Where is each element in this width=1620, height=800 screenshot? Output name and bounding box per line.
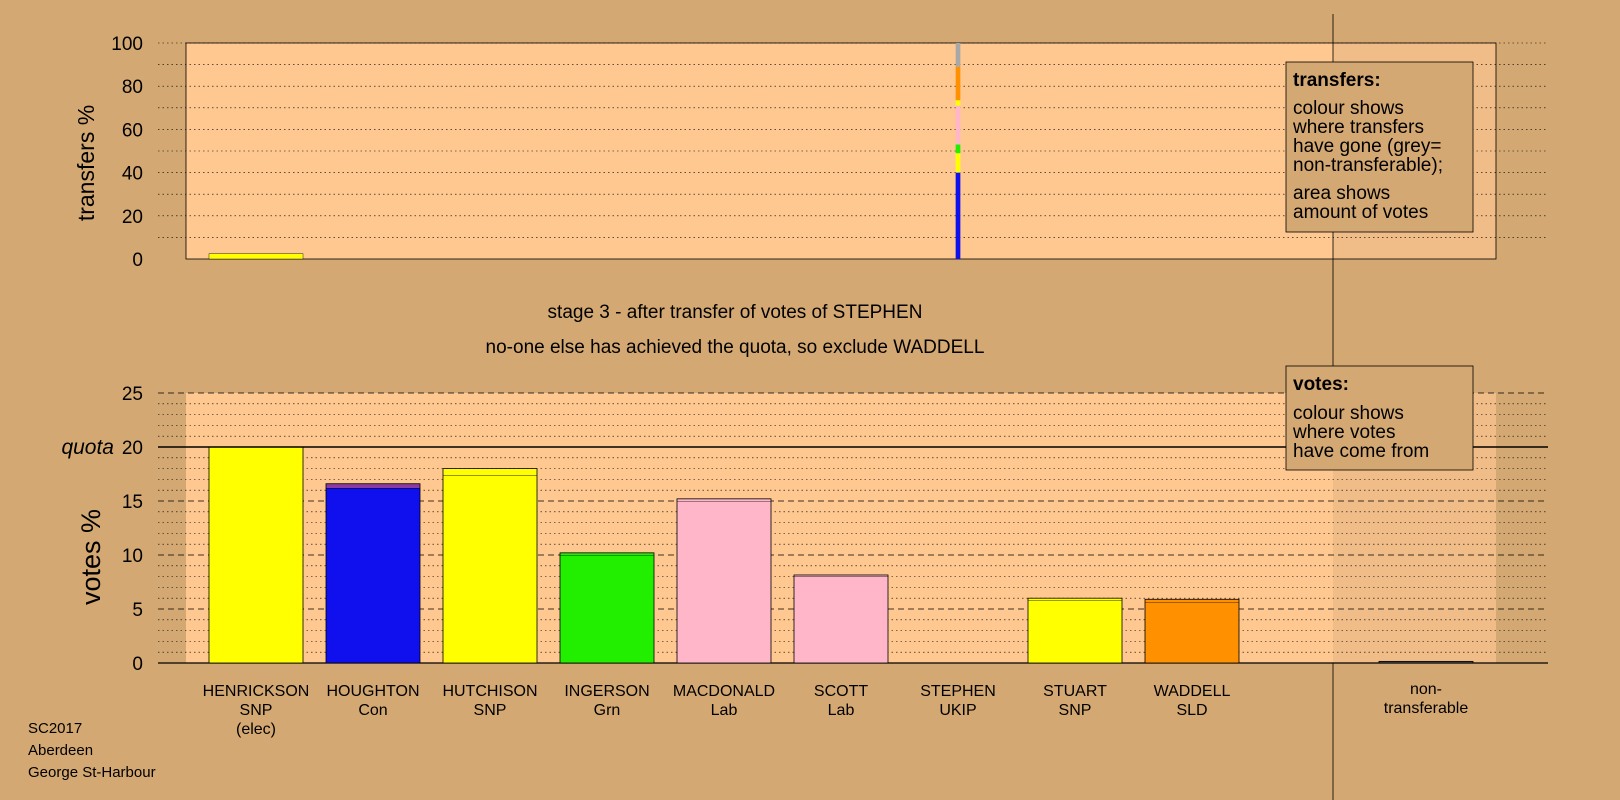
- vote-segment-stuart: [1028, 598, 1122, 601]
- quota-label: quota: [61, 436, 114, 459]
- vote-bar-outline-waddell: [1144, 598, 1240, 664]
- votes-panel: 0 5 10 15 20 25 HENRICKSON SNP (elec) HOUGHTON Co…: [61, 384, 1548, 738]
- vote-bar-outline-hutchison: [442, 468, 538, 664]
- transfers-legend-line-2: where transfers: [1292, 117, 1424, 138]
- transfers-plot-area: [185, 42, 1497, 260]
- transfers-legend-title: transfers:: [1293, 70, 1381, 91]
- vote-bar-outline-macdonald: [676, 498, 772, 664]
- candidate-party-macdonald: Lab: [711, 702, 738, 719]
- votes-x-category-labels: HENRICKSON SNP (elec) HOUGHTON Con HUTCHISON S…: [203, 681, 1469, 738]
- footer-election: SC2017: [28, 720, 82, 737]
- candidate-party-ingerson: Grn: [594, 702, 621, 719]
- candidate-name-stuart: STUART: [1043, 683, 1107, 700]
- vote-segment-hutchison: [443, 468, 537, 476]
- transfers-y-tick: 0: [132, 250, 143, 271]
- vote-segment-hutchison: [443, 475, 537, 663]
- votes-y-tick: 5: [132, 600, 143, 621]
- candidate-name-ingerson: INGERSON: [564, 683, 649, 700]
- candidate-party-scott: Lab: [828, 702, 855, 719]
- transfer-segment-stephen: [955, 153, 961, 173]
- candidate-party-stuart: SNP: [1059, 702, 1092, 719]
- transfers-bars: [208, 43, 961, 260]
- transfers-y-tick: 100: [111, 34, 143, 55]
- transfer-segment-stephen: [955, 105, 961, 145]
- vote-segment-macdonald: [677, 501, 771, 663]
- votes-legend-line-3: have come from: [1293, 441, 1429, 462]
- transfer-segment-henrickson: [208, 253, 304, 260]
- candidate-party-houghton: Con: [358, 702, 387, 719]
- candidate-name-hutchison: HUTCHISON: [442, 683, 537, 700]
- transfers-legend-line-4: non-transferable);: [1293, 155, 1443, 176]
- transfers-y-tick: 20: [122, 207, 143, 228]
- vote-segment-scott: [794, 576, 888, 663]
- vote-segment-waddell: [1145, 599, 1239, 603]
- nontransferable-label-line-2: transferable: [1384, 700, 1469, 717]
- candidate-name-macdonald: MACDONALD: [673, 683, 775, 700]
- candidate-party-henrickson: SNP: [240, 702, 273, 719]
- transfers-legend-line-1: colour shows: [1293, 98, 1404, 119]
- votes-y-tick: 25: [122, 384, 143, 405]
- footer-council: Aberdeen: [28, 742, 93, 759]
- transfer-segment-stephen: [955, 144, 961, 154]
- vote-segment-waddell: [1145, 602, 1239, 663]
- candidate-name-scott: SCOTT: [814, 683, 868, 700]
- candidate-party-hutchison: SNP: [474, 702, 507, 719]
- candidate-name-henrickson: HENRICKSON: [203, 683, 310, 700]
- candidate-note-henrickson: (elec): [236, 721, 276, 738]
- votes-y-tick: 15: [122, 492, 143, 513]
- vote-bar-outline-stuart: [1027, 597, 1123, 664]
- candidate-name-stephen: STEPHEN: [920, 683, 996, 700]
- footer-ward: George St-Harbour: [28, 764, 156, 781]
- votes-legend-line-2: where votes: [1292, 422, 1395, 443]
- transfers-y-tick: 60: [122, 120, 143, 141]
- vote-segment-scott: [794, 574, 888, 577]
- stage-heading: stage 3 - after transfer of votes of STE…: [548, 302, 923, 323]
- transfers-legend-line-5: area shows: [1293, 183, 1390, 204]
- transfers-y-axis-label: transfers %: [73, 105, 99, 221]
- action-heading: no-one else has achieved the quota, so e…: [486, 337, 985, 358]
- transfer-segment-stephen: [955, 172, 961, 259]
- vote-segment-macdonald: [677, 498, 771, 501]
- votes-legend: votes: colour shows where votes have com…: [1285, 365, 1474, 471]
- vote-segment-houghton: [326, 483, 420, 489]
- votes-legend-title: votes:: [1293, 374, 1349, 395]
- votes-y-tick: 20: [122, 438, 143, 459]
- candidate-name-houghton: HOUGHTON: [326, 683, 419, 700]
- transfers-legend: transfers: colour shows where transfers …: [1285, 61, 1474, 233]
- candidate-name-waddell: WADDELL: [1154, 683, 1231, 700]
- votes-bars: [208, 446, 1474, 664]
- vote-bar-outline-houghton: [325, 483, 421, 664]
- votes-y-tick-labels: 0 5 10 15 20 25: [122, 384, 143, 675]
- vote-segment-ingerson: [560, 555, 654, 663]
- votes-y-tick: 0: [132, 654, 143, 675]
- vote-segment-henrickson: [209, 447, 303, 663]
- votes-legend-box: [1285, 365, 1474, 471]
- votes-y-axis-label: votes %: [76, 509, 106, 605]
- nontransferable-label-line-1: non-: [1410, 681, 1442, 698]
- transfer-segment-stephen: [955, 66, 961, 101]
- vote-segment-ingerson: [560, 552, 654, 555]
- transfer-segment-stephen: [955, 43, 961, 67]
- transfers-y-tick: 80: [122, 77, 143, 98]
- vote-bar-outline-scott: [793, 574, 889, 664]
- vote-segment-houghton: [326, 488, 420, 663]
- transfers-y-tick: 40: [122, 164, 143, 185]
- transfer-segment-stephen: [955, 100, 961, 106]
- candidate-party-waddell: SLD: [1176, 702, 1207, 719]
- votes-y-tick: 10: [122, 546, 143, 567]
- transfers-legend-line-3: have gone (grey=: [1293, 136, 1441, 157]
- nontransferable-bar: [1378, 660, 1474, 664]
- vote-segment-stuart: [1028, 600, 1122, 663]
- transfers-y-tick-labels: 0 20 40 60 80 100: [111, 34, 143, 271]
- transfers-legend-line-6: amount of votes: [1293, 202, 1428, 223]
- votes-legend-line-1: colour shows: [1293, 403, 1404, 424]
- candidate-party-stephen: UKIP: [939, 702, 976, 719]
- transfers-legend-box: [1285, 61, 1474, 233]
- vote-bar-outline-ingerson: [559, 552, 655, 664]
